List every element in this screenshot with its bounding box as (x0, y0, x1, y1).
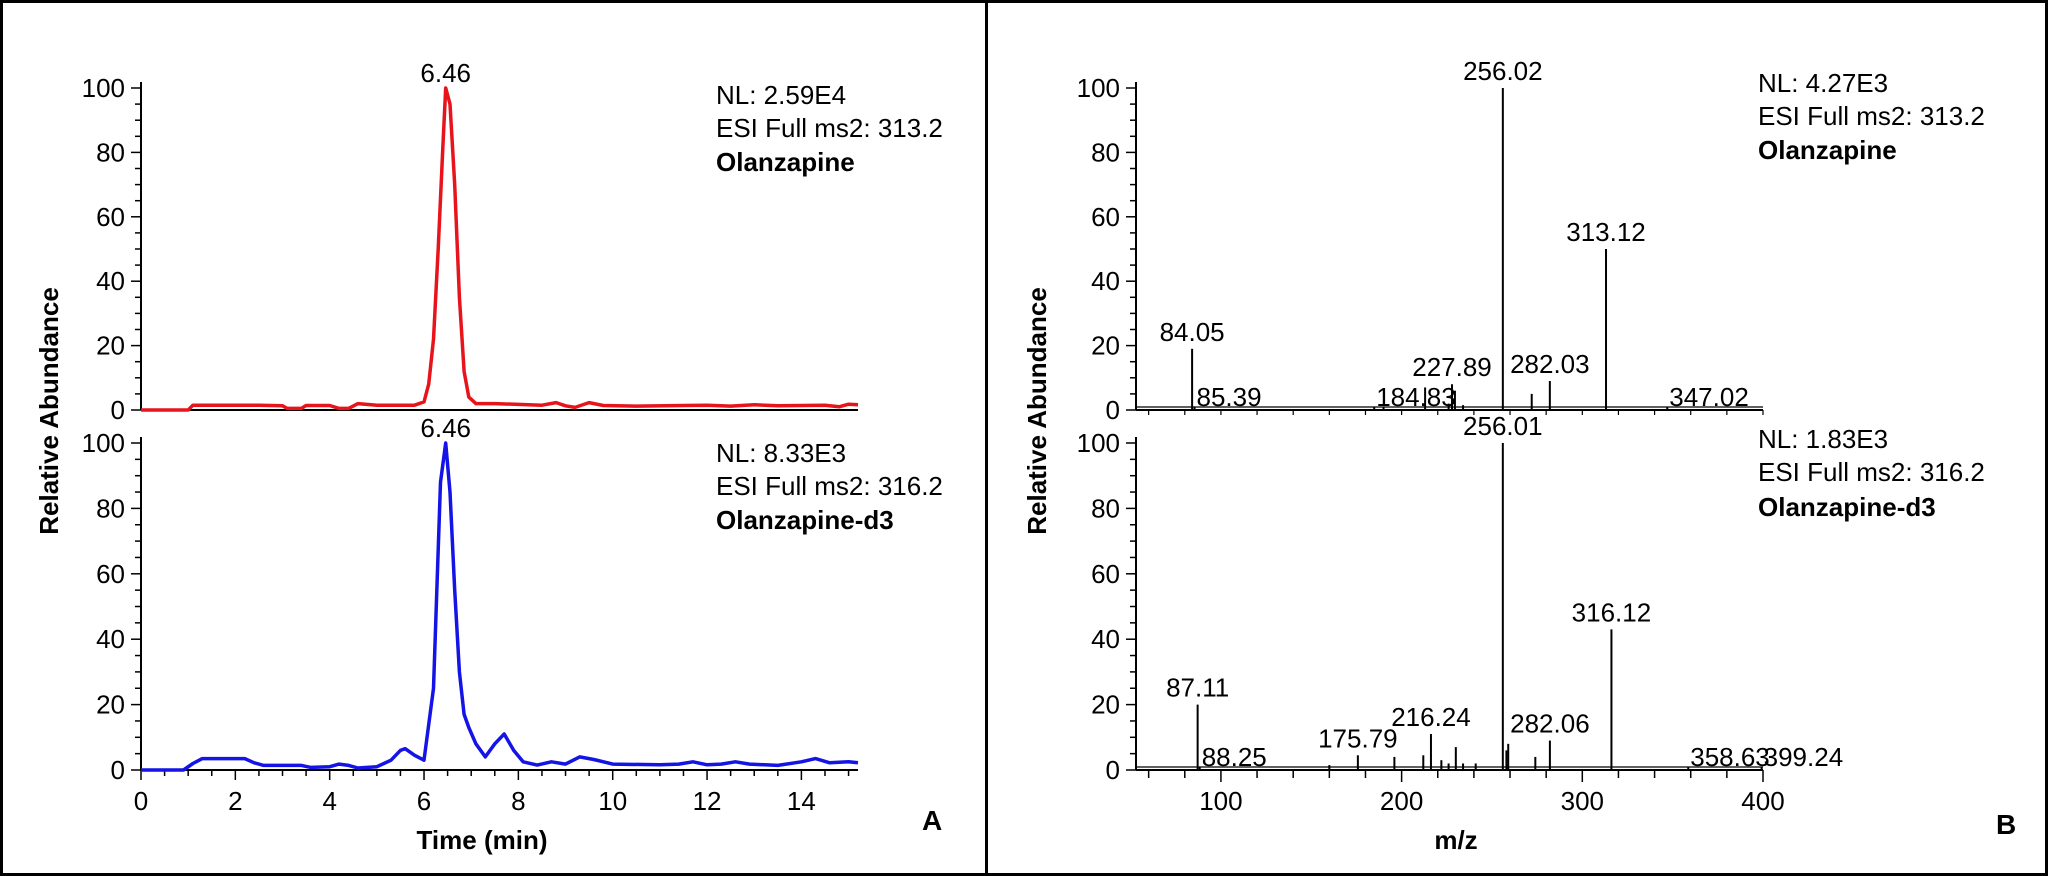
y-tick-label: 60 (96, 202, 125, 232)
peak-mz-label: 88.25 (1202, 742, 1267, 772)
y-tick-label: 100 (1077, 73, 1120, 103)
x-tick-label: 6 (417, 786, 431, 816)
chromatogram-trace (141, 441, 859, 772)
info-chrom-bottom: NL: 8.33E3 ESI Full ms2: 316.2 Olanzapin… (716, 438, 943, 535)
peak-mz-label: 184.83 (1376, 382, 1456, 412)
info-compound-name: Olanzapine-d3 (716, 505, 894, 535)
peak-mz-label: 216.24 (1391, 702, 1471, 732)
info-normalization-level: NL: 2.59E4 (716, 80, 846, 110)
x-tick-label: 200 (1380, 786, 1423, 816)
info-scan-filter: ESI Full ms2: 313.2 (1758, 101, 1985, 131)
x-tick-label: 2 (228, 786, 242, 816)
y-tick-label: 80 (1091, 493, 1120, 523)
y-tick-label: 20 (1091, 331, 1120, 361)
x-tick-label: 300 (1561, 786, 1604, 816)
peak-mz-label: 87.11 (1166, 673, 1229, 703)
peak-mz-label: 347.02 (1669, 382, 1749, 412)
peak-mz-label: 85.39 (1197, 382, 1262, 412)
info-normalization-level: NL: 8.33E3 (716, 438, 846, 468)
peak-mz-label: 282.06 (1510, 709, 1590, 739)
info-scan-filter: ESI Full ms2: 316.2 (716, 471, 943, 501)
chromatogram-olanzapine-d3: 0 20 40 60 80 100 0 2 4 6 8 10 12 14 6.46 (82, 413, 859, 816)
x-tick-label: 4 (322, 786, 336, 816)
chromatogram-trace (141, 86, 859, 412)
panel-b-frame (985, 0, 2048, 876)
y-tick-label: 60 (1091, 202, 1120, 232)
spectrum-olanzapine-d3: 0 20 40 60 80 100 100 200 300 400 87.11 88.25 175.79… (1077, 411, 1844, 816)
y-axis-title-a: Relative Abundance (34, 287, 64, 535)
y-tick-label: 40 (96, 266, 125, 296)
chromatogram-olanzapine: 0 20 40 60 80 100 6.46 (82, 58, 859, 425)
info-ms-top: NL: 4.27E3 ESI Full ms2: 313.2 Olanzapin… (1758, 68, 1985, 165)
y-axis-title-b: Relative Abundance (1022, 287, 1052, 535)
peak-mz-label: 313.12 (1566, 217, 1646, 247)
peak-mz-label: 227.89 (1412, 352, 1492, 382)
x-tick-label: 12 (693, 786, 722, 816)
info-normalization-level: NL: 4.27E3 (1758, 68, 1888, 98)
panel-letter-b: B (1996, 809, 2016, 840)
info-ms-bottom: NL: 1.83E3 ESI Full ms2: 316.2 Olanzapin… (1758, 424, 1985, 522)
peak-apex-label: 6.46 (420, 413, 471, 443)
y-tick-label: 40 (1091, 624, 1120, 654)
y-tick-label: 20 (96, 690, 125, 720)
y-tick-label: 0 (111, 395, 125, 425)
y-tick-label: 20 (96, 331, 125, 361)
info-normalization-level: NL: 1.83E3 (1758, 424, 1888, 454)
info-compound-name: Olanzapine (716, 147, 855, 177)
x-tick-label: 10 (598, 786, 627, 816)
peak-mz-label: 256.02 (1463, 56, 1543, 86)
y-tick-label: 40 (1091, 266, 1120, 296)
x-axis-title-b: m/z (1434, 825, 1477, 855)
x-tick-label: 400 (1741, 786, 1784, 816)
y-tick-label: 80 (96, 493, 125, 523)
peak-mz-label: 399.24 (1764, 742, 1844, 772)
peak-mz-label: 282.03 (1510, 349, 1590, 379)
y-tick-label: 40 (96, 624, 125, 654)
y-tick-label: 0 (1106, 755, 1120, 785)
peak-mz-label: 358.63 (1690, 742, 1770, 772)
peak-mz-label: 316.12 (1572, 597, 1652, 627)
peak-mz-label: 84.05 (1160, 317, 1225, 347)
x-axis-title-a: Time (min) (417, 825, 548, 855)
y-tick-label: 20 (1091, 690, 1120, 720)
info-scan-filter: ESI Full ms2: 316.2 (1758, 457, 1985, 487)
peak-mz-label: 256.01 (1463, 411, 1543, 441)
y-tick-label: 80 (96, 137, 125, 167)
y-tick-label: 60 (96, 559, 125, 589)
y-tick-label: 0 (1106, 395, 1120, 425)
info-compound-name: Olanzapine-d3 (1758, 492, 1936, 522)
info-chrom-top: NL: 2.59E4 ESI Full ms2: 313.2 Olanzapin… (716, 80, 943, 177)
info-scan-filter: ESI Full ms2: 313.2 (716, 113, 943, 143)
x-tick-label: 14 (787, 786, 816, 816)
y-tick-label: 80 (1091, 137, 1120, 167)
info-compound-name: Olanzapine (1758, 135, 1897, 165)
peak-apex-label: 6.46 (420, 58, 471, 88)
y-tick-label: 0 (111, 755, 125, 785)
x-tick-label: 8 (511, 786, 525, 816)
y-tick-label: 100 (82, 428, 125, 458)
peak-mz-label: 175.79 (1318, 723, 1398, 753)
y-tick-label: 60 (1091, 559, 1120, 589)
y-tick-label: 100 (82, 73, 125, 103)
panel-letter-a: A (922, 805, 942, 836)
x-tick-label: 0 (134, 786, 148, 816)
x-tick-label: 100 (1199, 786, 1242, 816)
y-tick-label: 100 (1077, 428, 1120, 458)
